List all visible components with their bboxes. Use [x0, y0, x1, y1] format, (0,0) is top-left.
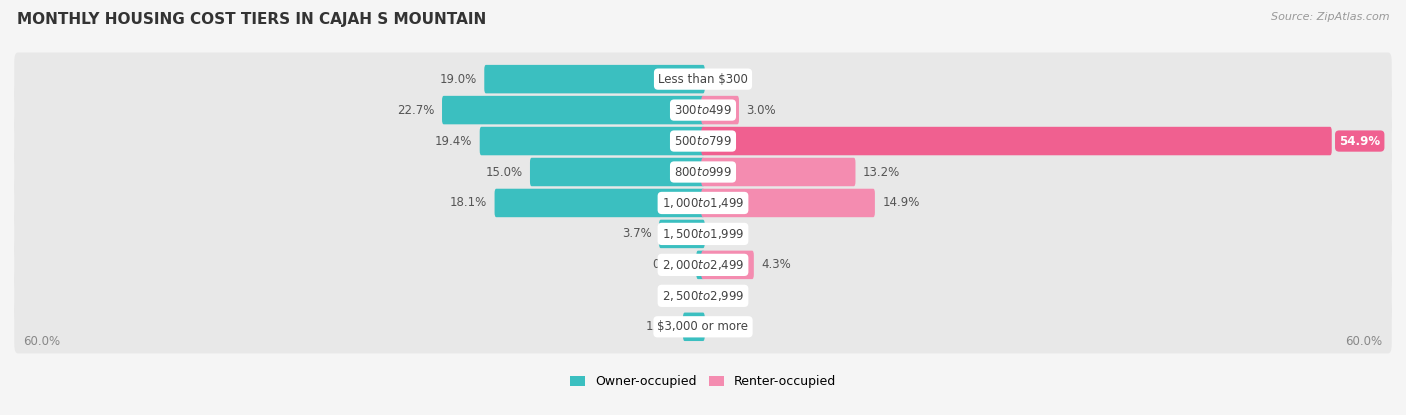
- FancyBboxPatch shape: [696, 251, 704, 279]
- Text: 13.2%: 13.2%: [863, 166, 900, 178]
- FancyBboxPatch shape: [530, 158, 704, 186]
- FancyBboxPatch shape: [702, 127, 1331, 155]
- FancyBboxPatch shape: [14, 300, 1392, 354]
- FancyBboxPatch shape: [702, 251, 754, 279]
- FancyBboxPatch shape: [14, 83, 1392, 137]
- Text: $800 to $999: $800 to $999: [673, 166, 733, 178]
- Text: 0.43%: 0.43%: [652, 259, 689, 271]
- FancyBboxPatch shape: [702, 96, 740, 124]
- FancyBboxPatch shape: [14, 145, 1392, 199]
- Text: $2,500 to $2,999: $2,500 to $2,999: [662, 289, 744, 303]
- FancyBboxPatch shape: [14, 238, 1392, 291]
- FancyBboxPatch shape: [479, 127, 704, 155]
- Text: 22.7%: 22.7%: [398, 104, 434, 117]
- Text: 19.0%: 19.0%: [440, 73, 477, 85]
- Text: 3.7%: 3.7%: [621, 227, 651, 240]
- Text: 0.0%: 0.0%: [711, 73, 742, 85]
- FancyBboxPatch shape: [702, 158, 855, 186]
- Text: MONTHLY HOUSING COST TIERS IN CAJAH S MOUNTAIN: MONTHLY HOUSING COST TIERS IN CAJAH S MO…: [17, 12, 486, 27]
- Text: Source: ZipAtlas.com: Source: ZipAtlas.com: [1271, 12, 1389, 22]
- Legend: Owner-occupied, Renter-occupied: Owner-occupied, Renter-occupied: [569, 375, 837, 388]
- Text: $1,000 to $1,499: $1,000 to $1,499: [662, 196, 744, 210]
- Text: 60.0%: 60.0%: [1346, 335, 1382, 348]
- FancyBboxPatch shape: [14, 176, 1392, 229]
- FancyBboxPatch shape: [495, 189, 704, 217]
- Text: 3.0%: 3.0%: [747, 104, 776, 117]
- FancyBboxPatch shape: [14, 53, 1392, 106]
- Text: 14.9%: 14.9%: [883, 196, 920, 210]
- FancyBboxPatch shape: [14, 115, 1392, 168]
- Text: 0.0%: 0.0%: [711, 289, 742, 303]
- Text: 54.9%: 54.9%: [1339, 134, 1381, 148]
- Text: $300 to $499: $300 to $499: [673, 104, 733, 117]
- Text: $1,500 to $1,999: $1,500 to $1,999: [662, 227, 744, 241]
- FancyBboxPatch shape: [702, 189, 875, 217]
- Text: 1.6%: 1.6%: [645, 320, 676, 333]
- Text: $2,000 to $2,499: $2,000 to $2,499: [662, 258, 744, 272]
- Text: 15.0%: 15.0%: [485, 166, 523, 178]
- FancyBboxPatch shape: [683, 312, 704, 341]
- FancyBboxPatch shape: [659, 220, 704, 248]
- FancyBboxPatch shape: [14, 269, 1392, 322]
- Text: 19.4%: 19.4%: [434, 134, 472, 148]
- Text: Less than $300: Less than $300: [658, 73, 748, 85]
- Text: 0.0%: 0.0%: [711, 320, 742, 333]
- FancyBboxPatch shape: [441, 96, 704, 124]
- Text: 0.0%: 0.0%: [711, 227, 742, 240]
- FancyBboxPatch shape: [14, 208, 1392, 261]
- Text: $500 to $799: $500 to $799: [673, 134, 733, 148]
- Text: 0.0%: 0.0%: [664, 289, 695, 303]
- Text: 18.1%: 18.1%: [450, 196, 486, 210]
- Text: 4.3%: 4.3%: [761, 259, 792, 271]
- Text: $3,000 or more: $3,000 or more: [658, 320, 748, 333]
- FancyBboxPatch shape: [484, 65, 704, 93]
- Text: 60.0%: 60.0%: [24, 335, 60, 348]
